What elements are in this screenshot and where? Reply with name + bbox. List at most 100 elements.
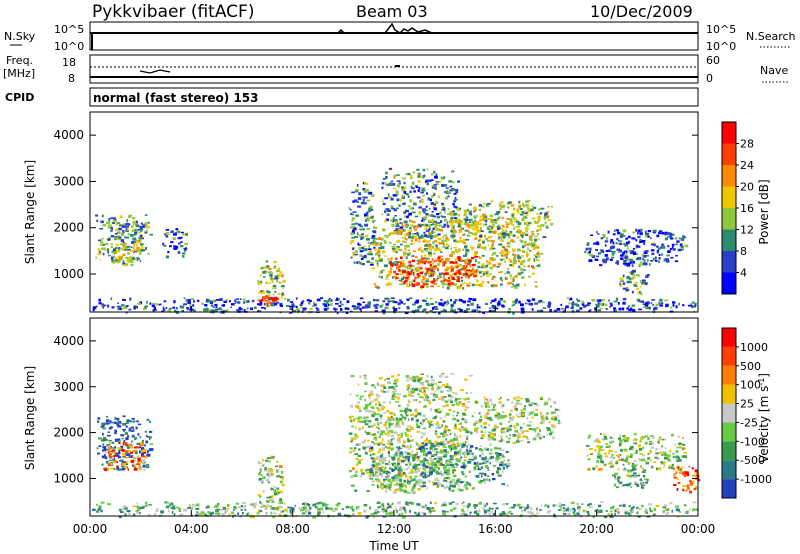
velocity-cell [407,456,411,459]
velocity-cell [635,449,638,453]
velocity-cell [507,427,510,430]
power-cell [439,275,441,278]
velocity-cell [399,419,402,422]
velocity-cell [678,456,681,460]
velocity-cell [419,451,422,453]
power-cell [496,218,499,222]
power-cell [366,303,371,306]
velocity-cell [461,405,466,407]
power-cell [393,243,397,246]
power-cell [509,230,513,234]
power-cell [351,217,355,220]
power-cell [451,227,454,230]
velocity-cell [264,467,267,470]
velocity-cell [368,445,371,448]
power-cell [447,238,450,242]
velocity-cell [391,375,395,378]
velocity-cell [601,438,605,441]
velocity-cell [642,436,647,438]
velocity-cell [131,440,133,443]
velocity-cell [405,377,410,379]
power-cell [502,305,505,308]
power-cell [393,261,396,263]
velocity-cell [114,416,117,420]
velocity-cell [439,462,443,466]
velocity-cell [557,409,561,412]
power-cell [639,286,642,288]
velocity-cell [481,434,485,437]
velocity-cell [506,441,508,444]
power-cell [359,261,362,264]
velocity-cell [258,472,261,476]
power-cell [421,187,425,190]
power-cell [404,279,408,282]
velocity-cell [496,470,499,474]
velocity-cell [439,426,442,429]
power-cell [541,301,545,304]
power-cell [417,262,420,265]
power-cell [466,304,470,307]
velocity-cell [493,405,495,409]
power-cell [387,193,390,197]
velocity-cell [408,471,413,475]
power-cell [424,273,427,276]
power-cell [500,251,504,255]
velocity-cell [139,446,141,449]
velocity-cell [539,412,543,415]
velocity-cell [398,483,403,487]
power-cell [595,231,598,233]
power-cell [504,250,507,254]
velocity-cell [458,428,462,431]
velocity-cell [100,426,105,428]
velocity-cell [368,421,371,424]
velocity-cell [538,437,542,440]
velocity-cell [506,398,508,401]
power-cell [422,275,425,279]
power-cell [265,260,268,263]
power-cell [473,206,477,210]
power-cell [518,265,520,269]
power-cell [151,302,156,305]
power-cell [495,211,500,214]
power-cell [374,285,378,289]
velocity-cell [428,422,431,425]
power-cell [638,229,642,233]
velocity-cell [476,427,479,429]
power-cell [511,214,514,217]
power-cell [447,244,450,248]
power-cell [638,263,641,267]
velocity-cell [440,390,443,393]
power-cell [400,263,404,267]
power-cell [619,285,621,287]
power-cell [459,263,462,267]
power-cell [460,276,463,279]
power-cell [358,247,362,250]
power-cell [458,240,463,243]
velocity-cell [370,393,374,396]
velocity-cell [380,418,382,420]
beam-title: Beam 03 [356,2,428,21]
power-cell [485,204,489,207]
power-cell [272,287,274,290]
velocity-cell [397,404,401,407]
velocity-cell [496,417,499,420]
velocity-cell [520,409,523,412]
velocity-cell [424,439,428,442]
power-cell [665,304,669,308]
power-cell [446,225,450,228]
velocity-cell [434,457,437,460]
power-cell [384,219,387,223]
power-cell [295,305,298,308]
velocity-cell [439,470,442,473]
velocity-cell [466,401,471,403]
power-cell [169,245,172,248]
velocity-cell [416,425,421,429]
power-cell [339,300,342,304]
power-cell [520,307,525,311]
velocity-cell [354,453,359,455]
velocity-cell [604,463,607,466]
power-cell [275,300,278,303]
velocity-cell [550,417,555,421]
velocity-cell [452,466,455,469]
velocity-cell [529,428,533,430]
